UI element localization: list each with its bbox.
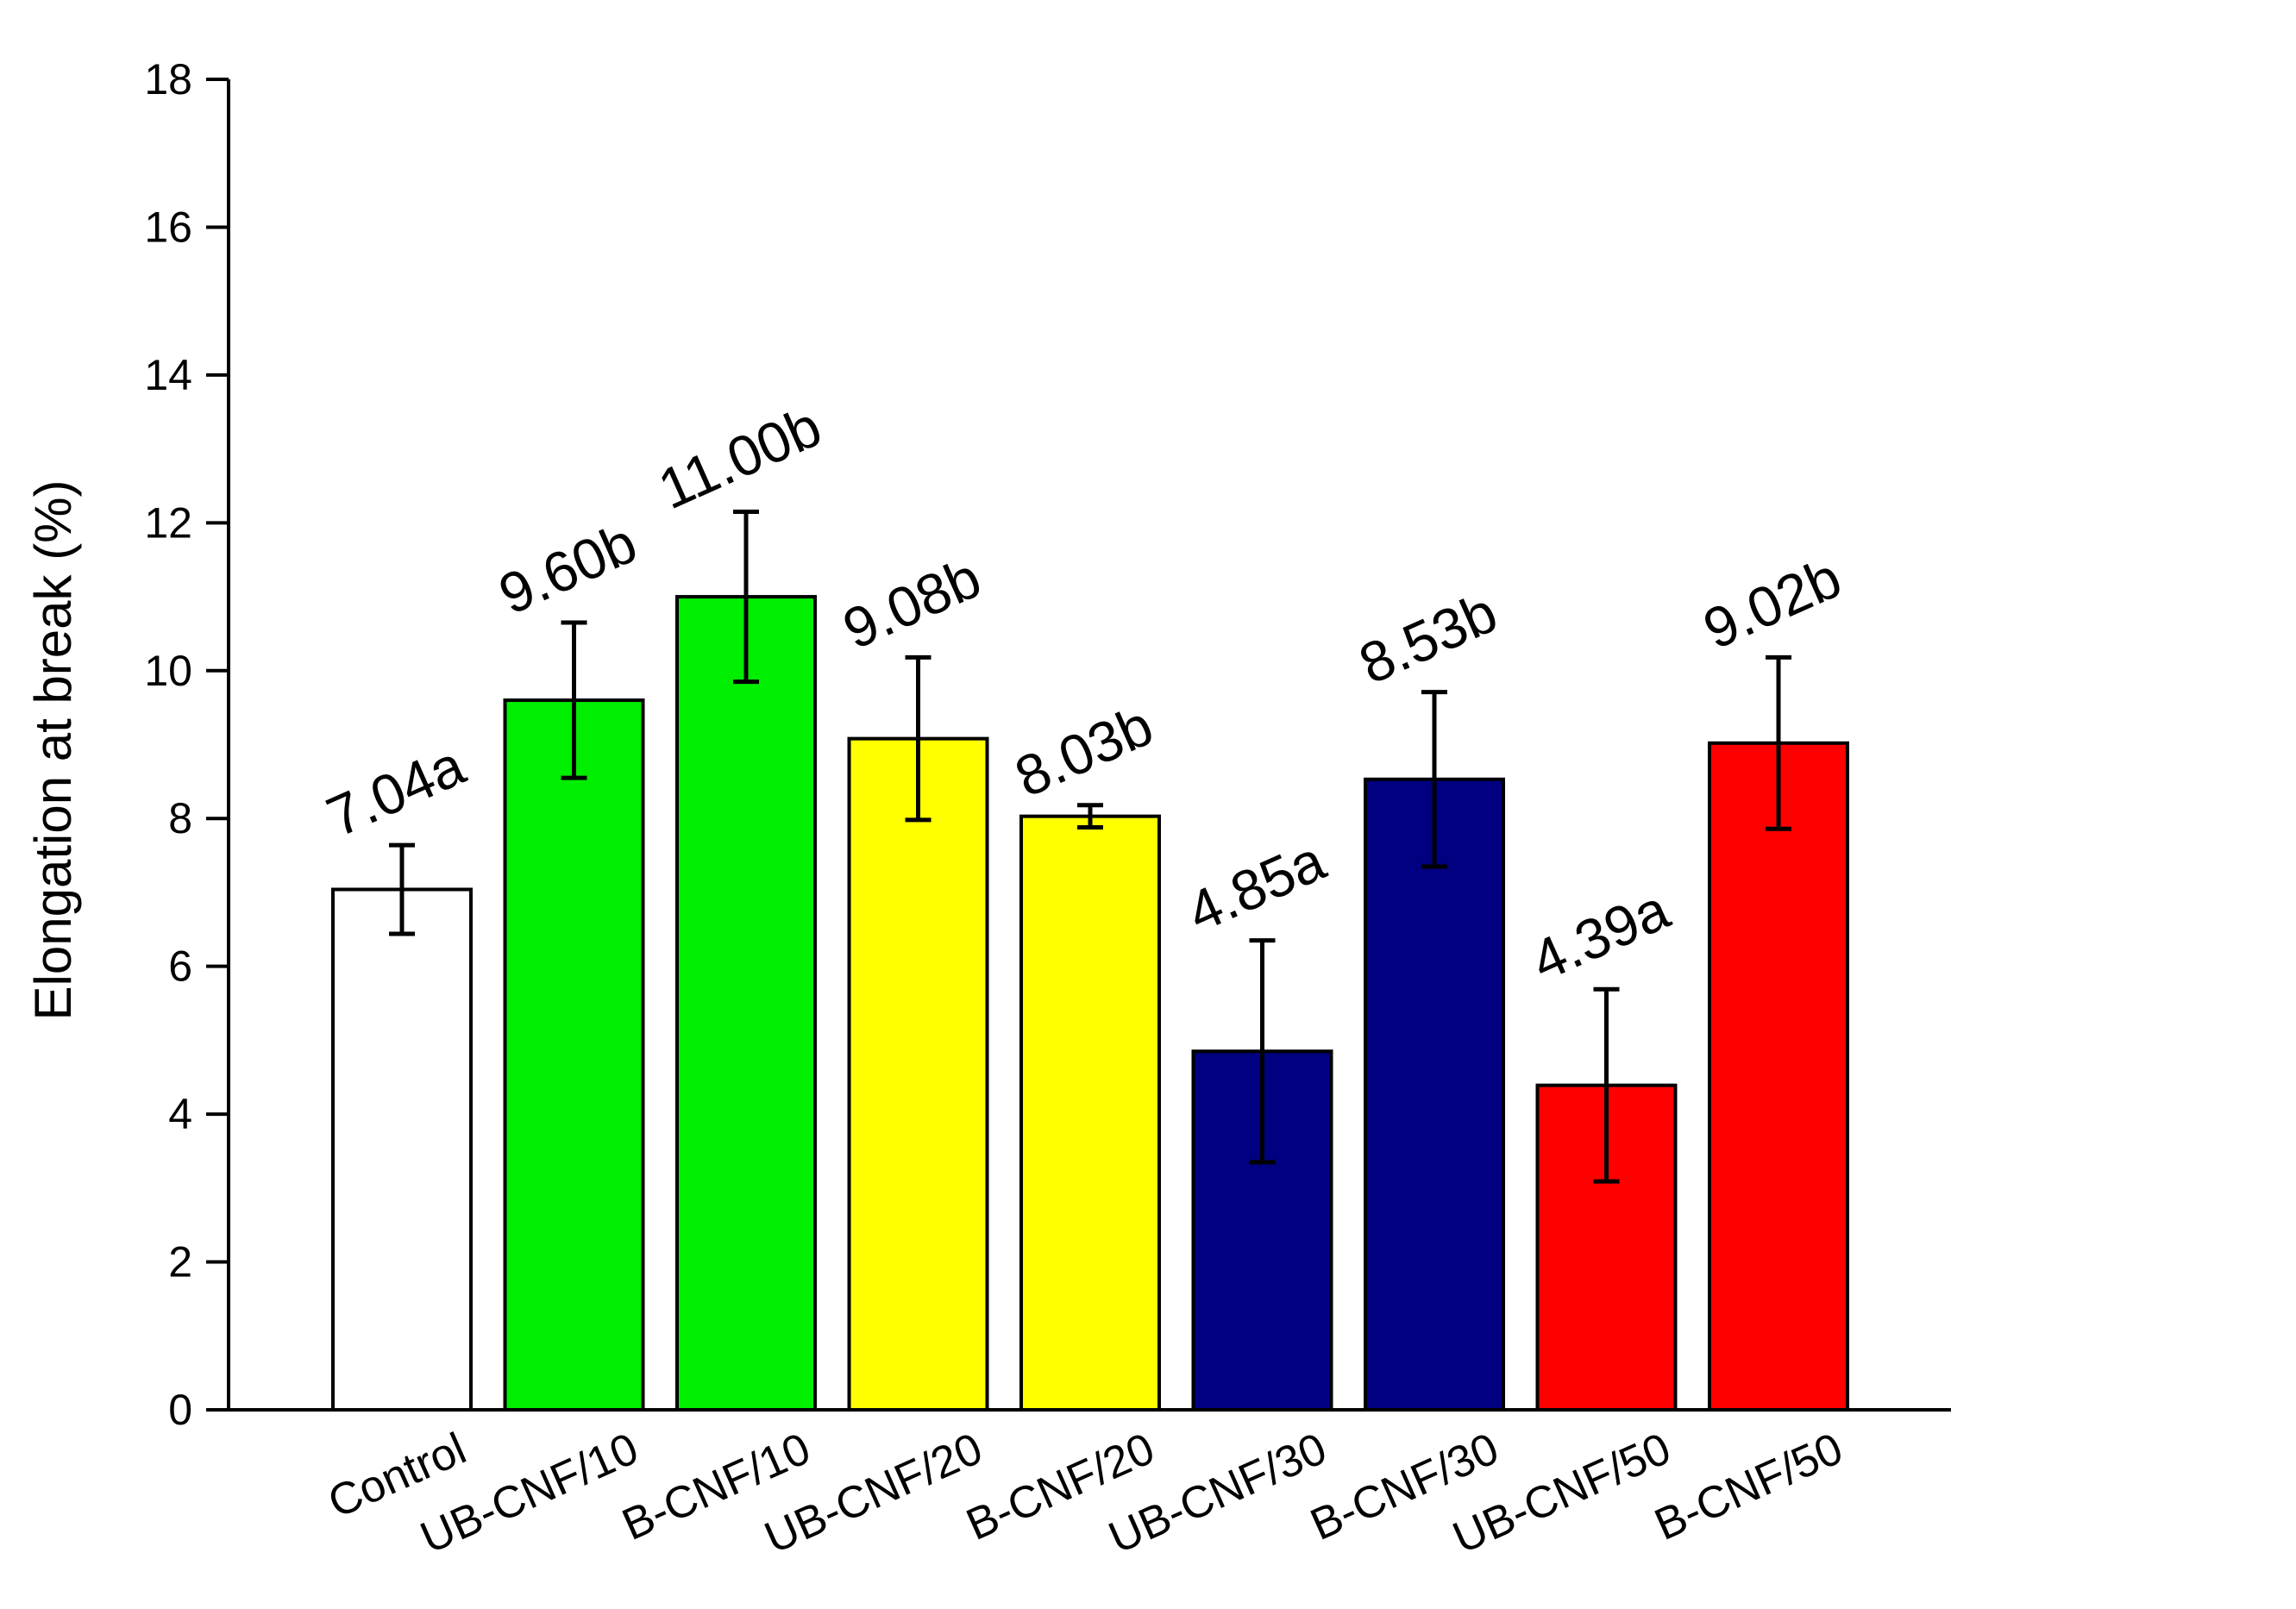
plot-area: 0246810121416187.04aControl9.60bUB-CNF/1… bbox=[144, 55, 1951, 1563]
data-label: 4.85a bbox=[1178, 828, 1334, 944]
bar-b-cnf-30 bbox=[1364, 777, 1505, 1412]
y-tick-label: 2 bbox=[168, 1238, 192, 1287]
y-tick-label: 12 bbox=[144, 498, 192, 547]
data-label: 9.08b bbox=[834, 545, 990, 661]
y-tick-label: 6 bbox=[168, 942, 192, 991]
bar-b-cnf-20 bbox=[1019, 814, 1161, 1412]
bar-ub-cnf-10 bbox=[503, 698, 645, 1412]
y-tick-label: 18 bbox=[144, 55, 192, 103]
data-label: 4.39a bbox=[1522, 877, 1678, 993]
data-label: 11.00b bbox=[649, 394, 831, 522]
data-label: 9.02b bbox=[1694, 545, 1850, 661]
y-tick-label: 8 bbox=[168, 794, 192, 842]
bar-b-cnf-10 bbox=[675, 595, 817, 1412]
y-tick-label: 14 bbox=[144, 351, 192, 399]
data-label: 8.53b bbox=[1350, 579, 1506, 696]
y-tick-label: 16 bbox=[144, 203, 192, 251]
bar-control bbox=[331, 887, 473, 1412]
data-label: 7.04a bbox=[317, 733, 474, 849]
x-tick-label: B-CNF/50 bbox=[1647, 1424, 1850, 1550]
y-tick-label: 10 bbox=[144, 647, 192, 695]
bar-b-cnf-50 bbox=[1708, 741, 1849, 1412]
data-label: 9.60b bbox=[490, 510, 646, 627]
y-tick-label: 4 bbox=[168, 1090, 192, 1138]
y-tick-label: 0 bbox=[168, 1386, 192, 1434]
bar-ub-cnf-20 bbox=[847, 736, 989, 1412]
y-axis-title: Elongation at break (%) bbox=[24, 479, 82, 1020]
data-label: 8.03b bbox=[1006, 692, 1162, 809]
